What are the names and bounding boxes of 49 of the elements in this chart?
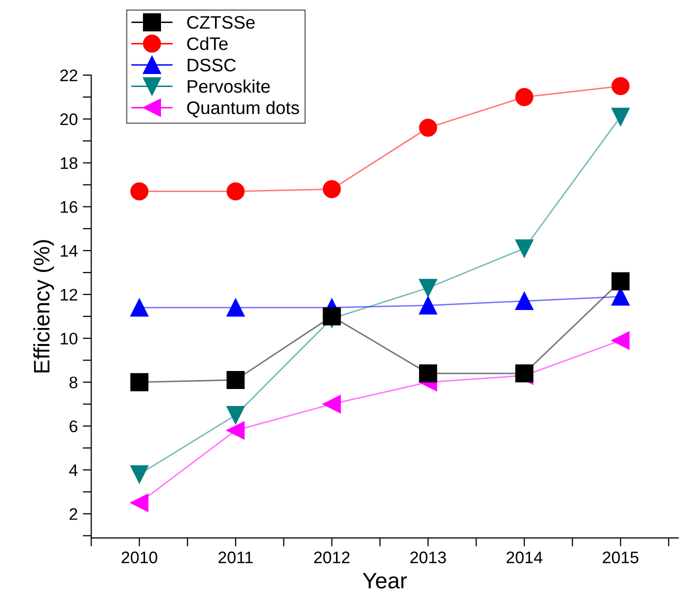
legend-label: DSSC (188, 58, 236, 72)
point (130, 465, 148, 484)
point (419, 296, 438, 314)
point (419, 364, 438, 382)
point (612, 77, 630, 96)
y-tick-label: 8 (70, 376, 78, 388)
point (226, 298, 245, 317)
point (419, 278, 438, 297)
point (130, 182, 148, 200)
y-tick-label: 2 (70, 508, 78, 520)
point (322, 180, 341, 198)
y-tick-label: 10 (60, 332, 78, 345)
x-tick-label: 2011 (218, 552, 253, 564)
point (130, 494, 148, 512)
y-tick-label: 16 (60, 201, 78, 213)
point (612, 108, 630, 126)
point (612, 331, 630, 350)
x-tick-label: 2012 (314, 552, 350, 564)
x-tick-label: 2014 (506, 552, 542, 564)
y-tick-label: 6 (70, 420, 78, 432)
x-tick-label: 2013 (410, 552, 446, 564)
legend-label: Pervoskite (188, 80, 270, 93)
legend-label: Quantum dots (187, 100, 300, 118)
point (515, 364, 534, 382)
point (322, 307, 341, 326)
y-axis-title: Efficiency (%) (33, 240, 54, 372)
x-axis-title: Year (362, 572, 407, 589)
point (322, 395, 341, 414)
point (226, 370, 245, 390)
x-tick-label: 2010 (122, 552, 158, 564)
legend-label: CZTSSe (187, 16, 255, 29)
y-tick-label: 14 (60, 245, 78, 257)
point (515, 292, 534, 310)
point (612, 272, 630, 290)
y-tick-label: 4 (69, 464, 78, 476)
y-tick-label: 18 (60, 157, 78, 170)
point (419, 118, 438, 137)
point (130, 373, 148, 392)
y-tick-label: 20 (60, 113, 78, 126)
point (226, 421, 245, 440)
point (226, 182, 245, 200)
legend-label: CdTe (187, 36, 228, 50)
y-tick-label: 22 (60, 70, 78, 82)
point (130, 298, 148, 317)
point (515, 239, 534, 258)
x-tick-label: 2015 (602, 552, 638, 564)
point (515, 88, 534, 106)
y-tick-label: 12 (60, 288, 78, 300)
point (226, 406, 245, 424)
